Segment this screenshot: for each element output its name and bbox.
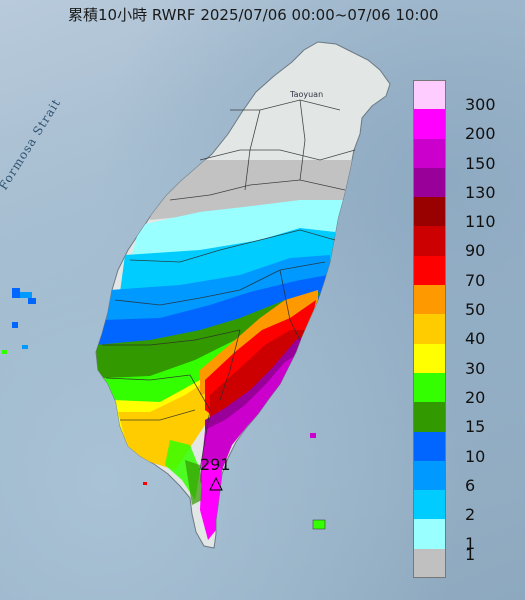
legend-swatch (413, 490, 446, 520)
legend-row: 200 (413, 109, 509, 143)
legend-row: 150 (413, 138, 509, 173)
legend-swatch (413, 167, 446, 198)
legend-row: 10 (413, 431, 509, 466)
legend-label: 1 (465, 534, 476, 554)
legend-label: 2 (465, 505, 476, 525)
legend-swatch (413, 431, 446, 461)
legend-label: 200 (465, 124, 496, 144)
legend-row: 40 (413, 314, 509, 348)
legend-label: 70 (465, 270, 486, 290)
legend-row: 90 (413, 226, 509, 260)
legend-label: 6 (465, 475, 476, 495)
legend-row: 30 (413, 343, 509, 378)
legend-swatch (413, 226, 446, 256)
legend-swatch (413, 109, 446, 139)
legend-row: 300 (413, 80, 509, 114)
legend-row: 6 (413, 460, 509, 495)
legend-label: 130 (465, 182, 496, 202)
legend-swatch (413, 138, 446, 168)
legend-swatch (413, 343, 446, 373)
legend-row: 50 (413, 285, 509, 319)
legend-label: 110 (465, 212, 496, 232)
legend-label: 10 (465, 446, 486, 466)
legend-label: 90 (465, 241, 486, 261)
legend-label: 50 (465, 300, 486, 320)
legend-label: 30 (465, 358, 486, 378)
legend-swatch (413, 314, 446, 344)
legend-swatch (413, 80, 446, 110)
legend-row: 2 (413, 490, 509, 524)
city-label: Taoyuan (290, 90, 324, 99)
legend-swatch (413, 372, 446, 403)
legend-swatch (413, 402, 446, 432)
legend-swatch (413, 255, 446, 286)
legend-row: 130 (413, 167, 509, 202)
legend-label: 1 (465, 544, 476, 564)
legend-swatch (413, 460, 446, 491)
legend-row: 110 (413, 197, 509, 231)
legend-swatch (413, 519, 446, 549)
legend-label: 15 (465, 417, 486, 437)
legend-label: 300 (465, 95, 496, 114)
legend-swatch (413, 285, 446, 315)
legend-swatch (413, 197, 446, 227)
rainfall-legend: 300 200 150 130 110 90 70 50 40 30 20 15… (413, 80, 509, 579)
legend-row: 1 (413, 545, 509, 579)
max-value-marker (209, 476, 223, 491)
legend-label: 40 (465, 329, 486, 349)
legend-label: 20 (465, 387, 486, 407)
max-value-label: 291 (200, 455, 231, 474)
map-title: 累積10小時 RWRF 2025/07/06 00:00~07/06 10:00 (68, 6, 439, 24)
legend-row: 70 (413, 255, 509, 290)
legend-label: 150 (465, 153, 496, 173)
legend-row: 15 (413, 402, 509, 436)
legend-row: 20 (413, 372, 509, 407)
legend-row: 1 (413, 519, 509, 553)
legend-swatch (413, 548, 446, 579)
